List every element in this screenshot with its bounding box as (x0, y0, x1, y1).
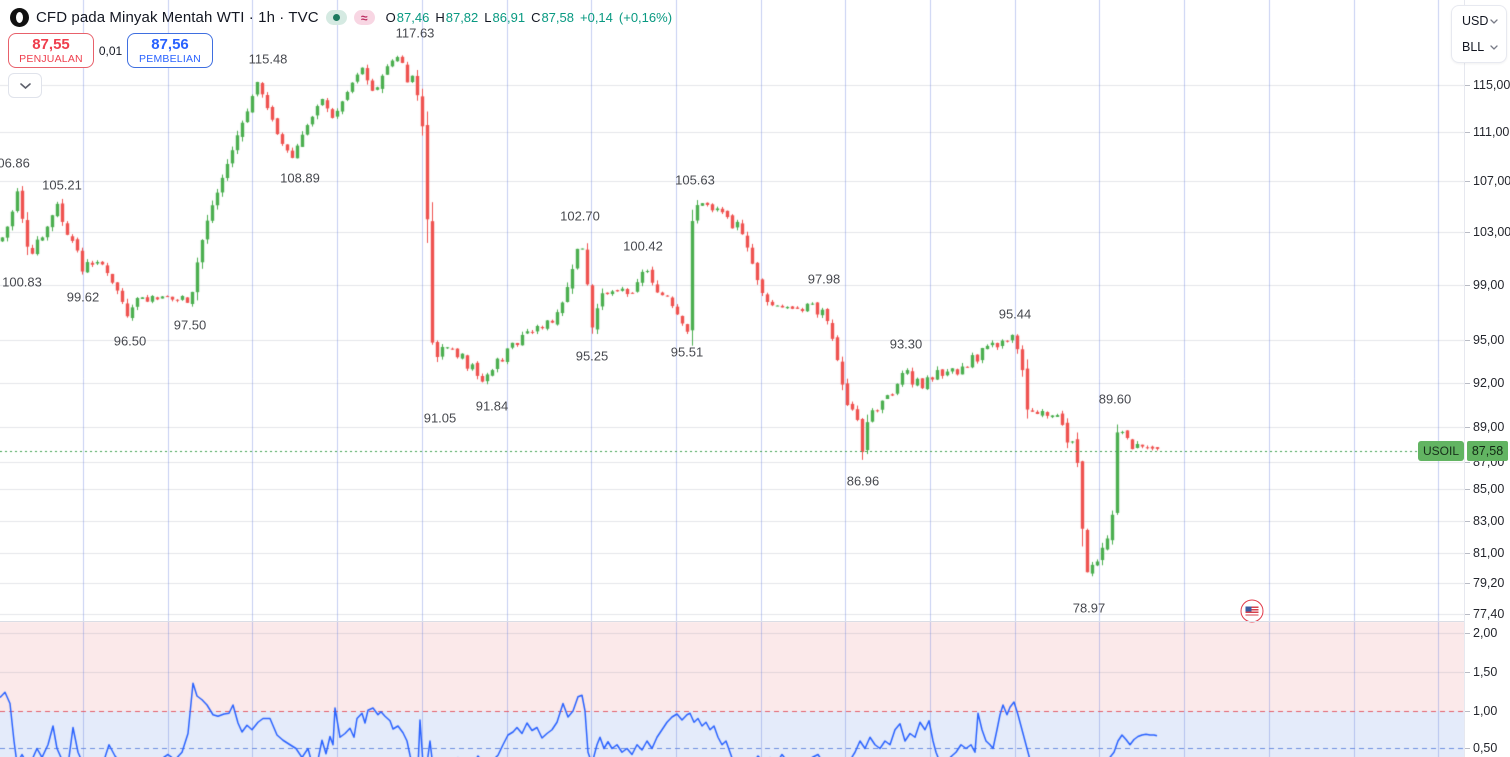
open-value: 87,46 (396, 10, 430, 25)
price-label: 96.50 (113, 333, 147, 349)
indicator-tick: 2,00 (1465, 626, 1510, 640)
price-label: 91.84 (475, 398, 509, 414)
close-label: C (531, 10, 541, 25)
close-value: 87,58 (541, 10, 574, 25)
price-label: 106.86 (0, 155, 30, 171)
price-label: 108.89 (280, 170, 320, 186)
unit-value: BLL (1462, 40, 1485, 54)
price-tick: 83,00 (1465, 514, 1510, 528)
us-flag-icon (1245, 606, 1259, 616)
price-tick: 99,00 (1465, 278, 1510, 292)
price-tick: 77,40 (1465, 607, 1510, 621)
symbol-logo-icon (10, 8, 29, 27)
approx-data-pill[interactable]: ≈ (353, 10, 375, 25)
high-label: H (435, 10, 445, 25)
sell-label: PENJUALAN (19, 53, 83, 66)
price-tick: 79,20 (1465, 576, 1510, 590)
low-label: L (484, 10, 492, 25)
economic-event-flag-icon[interactable] (1240, 599, 1264, 623)
price-label: 99.62 (66, 289, 100, 305)
price-label: 102.70 (560, 208, 600, 224)
price-label: 95.51 (670, 344, 704, 360)
indicator-tick: 1,50 (1465, 665, 1510, 679)
market-status-pill[interactable] (325, 10, 347, 25)
symbol-tag: USOIL (1418, 441, 1464, 461)
currency-value: USD (1462, 14, 1489, 28)
indicator-tick: 1,00 (1465, 704, 1510, 718)
chevron-down-icon (1490, 18, 1498, 24)
price-tick: 85,00 (1465, 482, 1510, 496)
price-tick: 89,00 (1465, 420, 1510, 434)
symbol-title[interactable]: CFD pada Minyak Mentah WTI · 1h · TVC (36, 9, 319, 26)
chevron-down-icon (1490, 44, 1498, 50)
price-tick: 107,00 (1465, 174, 1510, 188)
chart-legend: CFD pada Minyak Mentah WTI · 1h · TVC ≈ … (10, 8, 672, 27)
price-label: 105.63 (675, 172, 715, 188)
price-label: 97.50 (173, 317, 207, 333)
price-tick: 92,00 (1465, 376, 1510, 390)
high-value: 87,82 (445, 10, 479, 25)
price-label: 78.97 (1072, 600, 1106, 616)
chart-canvas[interactable] (0, 0, 1464, 757)
price-label: 95.25 (575, 348, 609, 364)
current-price-badge: 87,58 (1467, 441, 1508, 461)
price-label: 89.60 (1098, 391, 1132, 407)
price-tick: 111,00 (1465, 125, 1510, 139)
open-label: O (385, 10, 396, 25)
price-tick: 95,00 (1465, 333, 1510, 347)
axis-unit-selector: USD BLL (1451, 5, 1507, 63)
price-label: 97.98 (807, 271, 841, 287)
unit-selector[interactable]: BLL (1452, 34, 1506, 60)
pane-separator[interactable] (0, 621, 1510, 622)
price-tick: 103,00 (1465, 225, 1510, 239)
buy-button[interactable]: 87,56 PEMBELIAN (127, 33, 213, 68)
buy-sell-widget: 87,55 PENJUALAN 0,01 87,56 PEMBELIAN (8, 33, 213, 68)
price-label: 93.30 (889, 336, 923, 352)
price-label: 105.21 (42, 177, 82, 193)
expand-trade-panel-button[interactable] (8, 73, 42, 98)
buy-label: PEMBELIAN (139, 53, 201, 66)
price-tick: 81,00 (1465, 546, 1510, 560)
indicator-tick: 0,50 (1465, 741, 1510, 755)
sell-button[interactable]: 87,55 PENJUALAN (8, 33, 94, 68)
price-label: 100.83 (2, 274, 42, 290)
change-percent: (+0,16%) (618, 10, 673, 25)
chevron-down-icon (19, 82, 31, 89)
spread-value: 0,01 (98, 43, 123, 58)
price-label: 95.44 (998, 306, 1032, 322)
currency-selector[interactable]: USD (1452, 8, 1506, 34)
price-axis[interactable]: 115,00 111,00 107,00 103,00 99,00 95,00 92,00 8… (1464, 0, 1510, 757)
buy-price: 87,56 (151, 35, 189, 53)
price-tick: 115,00 (1465, 78, 1510, 92)
market-status-dot-icon (332, 14, 340, 21)
price-label: 115.48 (248, 51, 288, 67)
price-label: 91.05 (423, 410, 457, 426)
change-value: +0,14 (580, 10, 613, 25)
price-label: 117.63 (395, 25, 435, 41)
sell-price: 87,55 (32, 35, 70, 53)
low-value: 86,91 (492, 10, 526, 25)
price-label: 100.42 (623, 238, 663, 254)
ohlc-values: O 87,46 H 87,82 L 86,91 C 87,58 +0,14 (+0,16… (386, 10, 672, 25)
price-label: 86.96 (846, 473, 880, 489)
